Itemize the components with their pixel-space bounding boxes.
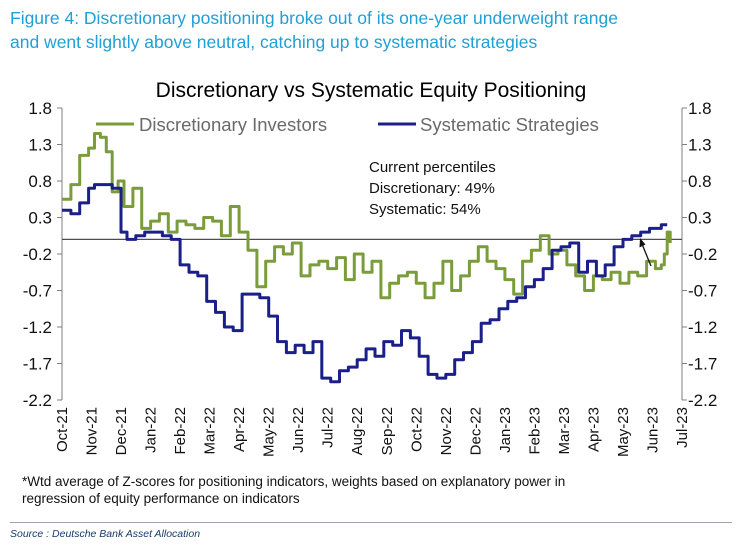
y-tick-label-right: -1.7	[688, 355, 717, 374]
y-tick-label-left: 1.3	[28, 136, 52, 155]
y-tick-label-left: 1.8	[28, 99, 52, 118]
arrow-line	[641, 243, 652, 267]
footnote-line-1: *Wtd average of Z-scores for positioning…	[22, 474, 566, 489]
y-tick-label-right: -0.2	[688, 245, 717, 264]
x-tick-label: Sep-22	[379, 407, 396, 455]
chart-legend: Discretionary Investors Systematic Strat…	[96, 114, 599, 135]
percentile-annotation: Current percentiles Discretionary: 49% S…	[369, 159, 496, 218]
legend-label-discretionary: Discretionary Investors	[139, 114, 327, 135]
chart-axes: 1.8 1.8 1.3 1.3 0.8 0.8 0.3 0.3 -0.2 -0.2 -0.7 -0.7…	[23, 99, 718, 457]
y-tick-label-right: -0.7	[688, 282, 717, 301]
y-tick-label-right: 1.3	[688, 136, 712, 155]
x-tick-label: Jan-22	[143, 407, 160, 453]
x-tick-label: Aug-22	[349, 407, 366, 455]
discretionary-series-line	[62, 132, 672, 300]
figure-title-line-2: and went slightly above neutral, catchin…	[10, 32, 538, 52]
y-tick-label-right: 0.3	[688, 209, 712, 228]
legend-label-systematic: Systematic Strategies	[420, 114, 599, 135]
figure-title-line-1: Figure 4: Discretionary positioning brok…	[10, 8, 618, 28]
x-tick-label: Mar-22	[202, 407, 219, 455]
x-tick-label: Dec-21	[113, 407, 130, 455]
footnote-line-2: regression of equity performance on indi…	[22, 491, 300, 506]
x-tick-label: Jul-23	[674, 407, 691, 448]
y-tick-label-left: 0.3	[28, 209, 52, 228]
x-tick-label: Jul-22	[320, 407, 337, 448]
y-tick-label-left: 0.8	[28, 172, 52, 191]
arrow-head	[639, 238, 646, 248]
source-note: Source : Deutsche Bank Asset Allocation	[10, 528, 201, 540]
footnote: *Wtd average of Z-scores for positioning…	[22, 473, 722, 507]
y-tick-label-right: 0.8	[688, 172, 712, 191]
x-tick-label: Feb-23	[526, 407, 543, 455]
systematic-series-line	[62, 183, 668, 384]
y-tick-label-left: -0.7	[23, 282, 52, 301]
chart-title: Discretionary vs Systematic Equity Posit…	[156, 79, 587, 102]
annotation-line-2: Discretionary: 49%	[369, 180, 495, 197]
x-tick-label: Nov-22	[438, 407, 455, 455]
x-tick-label: Jun-23	[644, 407, 661, 453]
y-tick-label-left: -2.2	[23, 391, 52, 410]
y-tick-label-right: 1.8	[688, 99, 712, 118]
y-tick-label-right: -1.2	[688, 318, 717, 337]
x-tick-label: May-22	[261, 407, 278, 457]
x-tick-label: Nov-21	[84, 407, 101, 455]
x-tick-label: Jan-23	[497, 407, 514, 453]
x-tick-label: Apr-23	[585, 407, 602, 452]
x-tick-label: Dec-22	[467, 407, 484, 455]
annotation-line-1: Current percentiles	[369, 159, 496, 176]
x-tick-label: Mar-23	[556, 407, 573, 455]
y-tick-label-left: -1.7	[23, 355, 52, 374]
x-tick-label: May-23	[615, 407, 632, 457]
annotation-line-3: Systematic: 54%	[369, 201, 481, 218]
x-tick-label: Apr-22	[231, 407, 248, 452]
y-tick-label-right: -2.2	[688, 391, 717, 410]
x-tick-label: Oct-21	[54, 407, 71, 452]
y-tick-label-left: -0.2	[23, 245, 52, 264]
x-tick-label: Feb-22	[172, 407, 189, 455]
x-tick-label: Oct-22	[408, 407, 425, 452]
series-layer	[62, 132, 672, 384]
source-divider	[10, 522, 732, 523]
arrow-annotation	[639, 238, 652, 267]
y-tick-label-left: -1.2	[23, 318, 52, 337]
figure-title: Figure 4: Discretionary positioning brok…	[10, 6, 735, 54]
x-tick-label: Jun-22	[290, 407, 307, 453]
